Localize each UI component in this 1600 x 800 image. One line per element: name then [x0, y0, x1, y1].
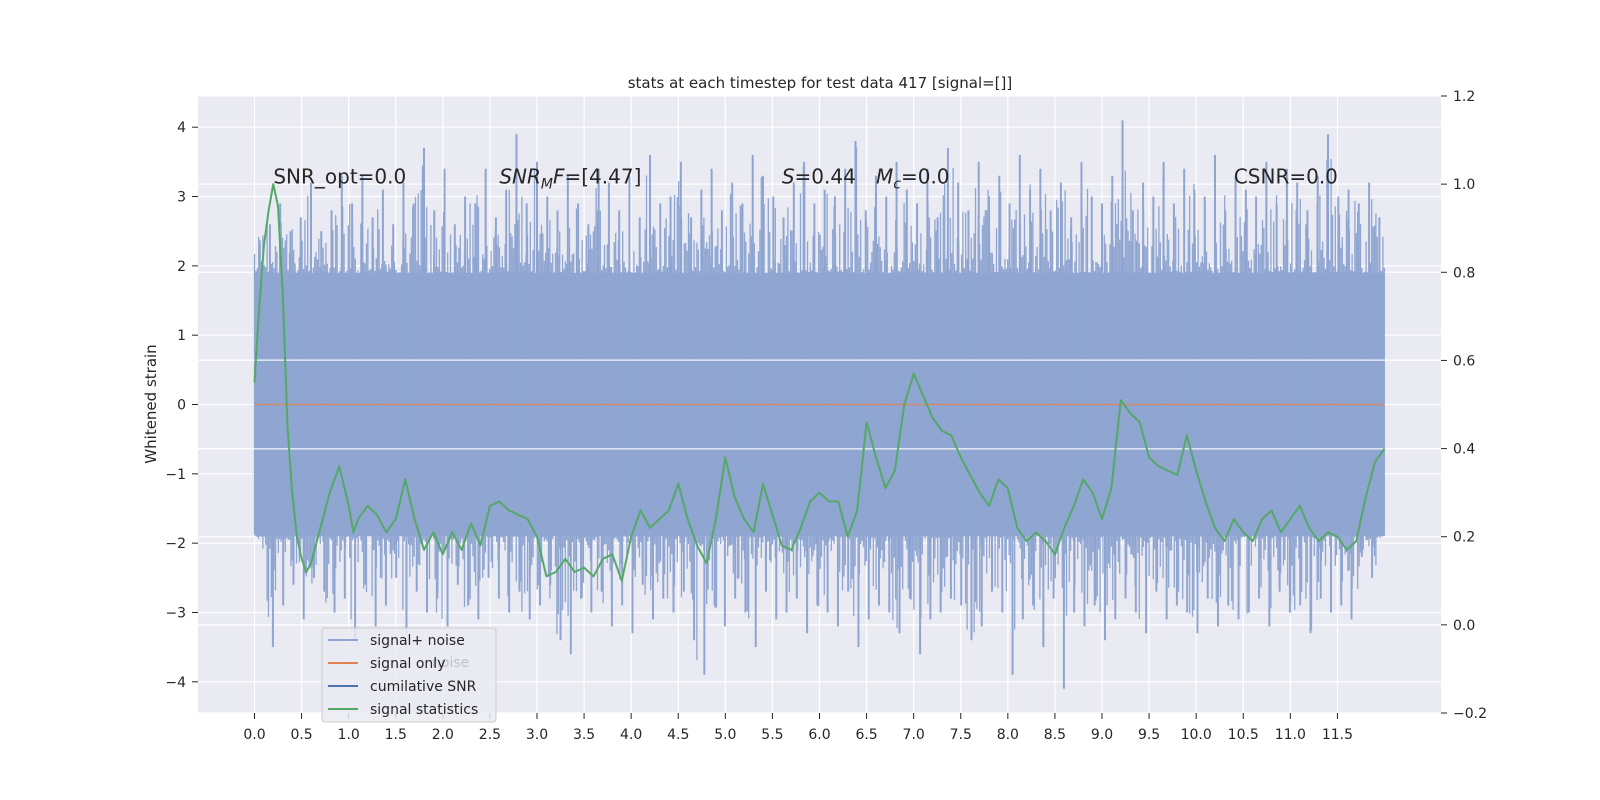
y-left-tick-label: 1 [177, 328, 186, 344]
x-tick-label: 9.0 [1091, 727, 1113, 743]
annotation-s-value: S=0.44 [782, 165, 856, 189]
signal-statistics-series [253, 183, 1386, 582]
noise-spikes [253, 147, 1385, 661]
legend-label: signal only [370, 656, 445, 672]
legend-entries: signal+ noise signal only cumilative SNR si… [328, 633, 478, 718]
chart-title: stats at each timestep for test data 417… [628, 74, 1013, 92]
y-left-tick-label: −4 [165, 675, 186, 691]
x-tick-label: 4.0 [620, 727, 642, 743]
y-right-tick-label: −0.2 [1453, 706, 1487, 722]
x-tick-label: 11.5 [1322, 727, 1353, 743]
y-left-tick-label: −1 [165, 467, 186, 483]
x-tick-label: 9.5 [1138, 727, 1160, 743]
y-right-tick-label: 0.8 [1453, 265, 1475, 281]
y-left-tick-label: −2 [165, 536, 186, 552]
y-right-tick-label: 0.2 [1453, 530, 1475, 546]
y-right-tick-label: 0.6 [1453, 353, 1475, 369]
x-tick-label: 1.5 [385, 727, 407, 743]
x-tick-label: 0.0 [243, 727, 265, 743]
x-tick-label: 8.0 [997, 727, 1019, 743]
x-tick-label: 6.5 [855, 727, 877, 743]
y-axis-label: Whitened strain [142, 344, 160, 463]
x-tick-label: 1.0 [338, 727, 360, 743]
y-left-tick-label: 0 [177, 398, 186, 414]
y-left-tick-label: 3 [177, 190, 186, 206]
x-tick-label: 7.0 [903, 727, 925, 743]
x-tick-label: 5.5 [761, 727, 783, 743]
x-tick-label: 11.0 [1275, 727, 1306, 743]
annotation-snr-mf: SNRMF=[4.47] [499, 165, 641, 193]
legend-ghost-text: noise [432, 655, 469, 671]
y-axis-right: −0.2 0.0 0.2 0.4 0.6 0.8 1.0 1.2 [1441, 89, 1487, 722]
annotation-snr-opt: SNR_opt=0.0 [273, 165, 406, 189]
y-axis-left: −4 −3 −2 −1 0 1 2 3 4 [165, 120, 198, 691]
x-tick-label: 2.0 [432, 727, 454, 743]
x-tick-label: 0.5 [290, 727, 312, 743]
annotations: SNR_opt=0.0 SNRMF=[4.47] S=0.44 Mc=0.0 CSNR=… [273, 165, 1338, 193]
x-tick-label: 3.5 [573, 727, 595, 743]
x-tick-label: 7.5 [950, 727, 972, 743]
x-tick-label: 10.0 [1181, 727, 1212, 743]
annotation-csnr: CSNR=0.0 [1234, 165, 1338, 189]
y-left-tick-label: −3 [165, 605, 186, 621]
x-tick-label: 2.5 [479, 727, 501, 743]
x-axis: 0.0 0.5 1.0 1.5 2.0 2.5 3.0 3.5 4.0 4.5 5.0 5.5 6.0 6… [243, 713, 1353, 743]
x-tick-label: 8.5 [1044, 727, 1066, 743]
x-tick-label: 6.0 [808, 727, 830, 743]
legend: noise signal+ noise signal only cumilative… [321, 627, 497, 723]
x-tick-label: 5.0 [714, 727, 736, 743]
y-left-tick-label: 2 [177, 259, 186, 275]
y-right-tick-label: 0.4 [1453, 442, 1475, 458]
legend-box [321, 627, 497, 723]
x-tick-label: 3.0 [526, 727, 548, 743]
legend-label: signal+ noise [370, 633, 465, 649]
y-right-tick-label: 1.2 [1453, 89, 1475, 105]
y-left-tick-label: 4 [177, 120, 186, 136]
y-right-tick-label: 0.0 [1453, 618, 1475, 634]
x-tick-label: 10.5 [1228, 727, 1259, 743]
annotation-mc-value: Mc=0.0 [876, 165, 950, 193]
y-right-tick-label: 1.0 [1453, 177, 1475, 193]
legend-label: cumilative SNR [370, 679, 477, 695]
legend-label: signal statistics [370, 702, 478, 718]
x-tick-label: 4.5 [667, 727, 689, 743]
